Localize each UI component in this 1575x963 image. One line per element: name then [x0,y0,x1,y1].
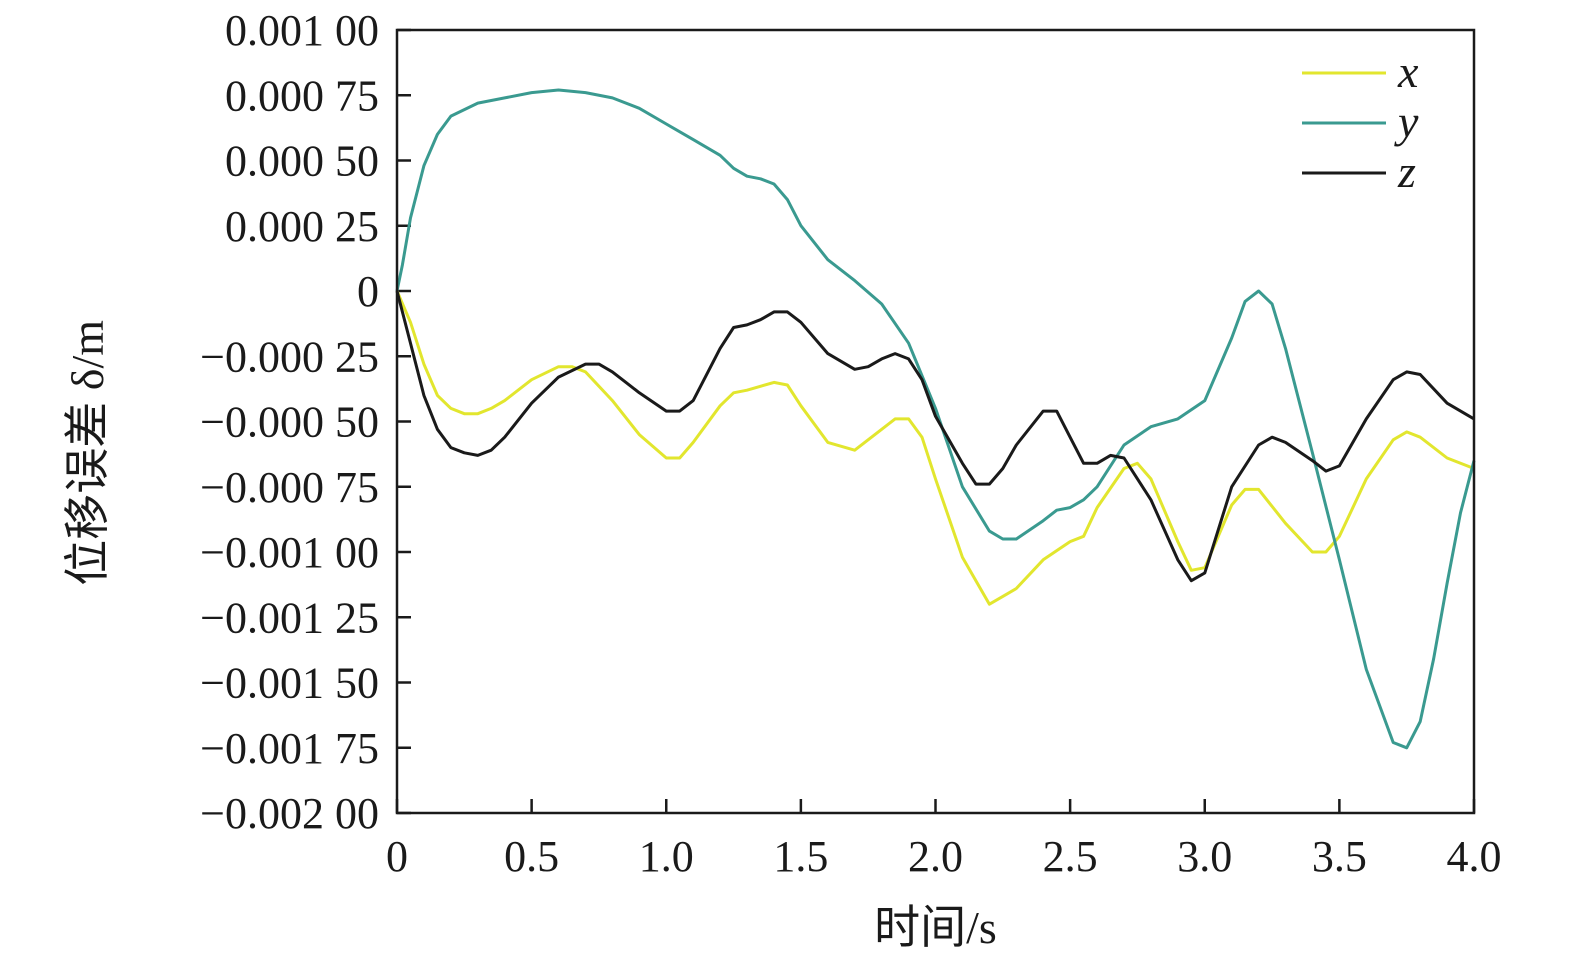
x-tick-label: 2.0 [908,832,963,881]
y-tick-label: 0 [357,267,379,316]
x-tick-label: 4.0 [1447,832,1502,881]
y-tick-label: −0.001 25 [200,593,379,642]
x-tick-label: 3.5 [1312,832,1367,881]
legend-label-z: z [1397,146,1416,197]
y-tick-label: −0.002 00 [200,789,379,838]
x-tick-label: 1.0 [639,832,694,881]
y-tick-label: 0.000 75 [225,71,379,120]
x-axis-label: 时间/s [874,902,997,953]
x-tick-label: 0.5 [504,832,559,881]
y-tick-label: −0.000 75 [200,463,379,512]
y-tick-label: 0.000 50 [225,137,379,186]
plot-frame [395,28,1476,815]
y-tick-label: 0.001 00 [225,6,379,55]
y-tick-label: −0.000 50 [200,398,379,447]
x-tick-label: 1.5 [773,832,828,881]
y-tick-label: −0.001 75 [200,724,379,773]
series-line-y [395,88,1476,750]
legend: xyz [1302,46,1419,197]
y-tick-label: −0.001 00 [200,528,379,577]
x-tick-label: 0 [386,832,408,881]
x-tick-label: 2.5 [1043,832,1098,881]
series-line-z [395,290,1475,583]
x-axis-ticks: 0 0.5 1.0 1.5 2.0 2.5 3.0 3.5 4.0 [386,799,1502,881]
y-tick-label: −0.000 25 [200,332,379,381]
y-tick-label: 0.000 25 [225,202,379,251]
y-tick-label: −0.001 50 [200,659,379,708]
y-axis-label: 位移误差 δ/m [62,320,113,586]
y-axis-ticks: 0.001 00 0.000 75 0.000 50 0.000 25 0 −0.000 … [200,6,411,838]
series-lines [395,88,1476,750]
series-line-x [395,290,1475,606]
x-tick-label: 3.0 [1177,832,1232,881]
legend-label-y: y [1394,96,1419,147]
legend-label-x: x [1397,46,1419,97]
